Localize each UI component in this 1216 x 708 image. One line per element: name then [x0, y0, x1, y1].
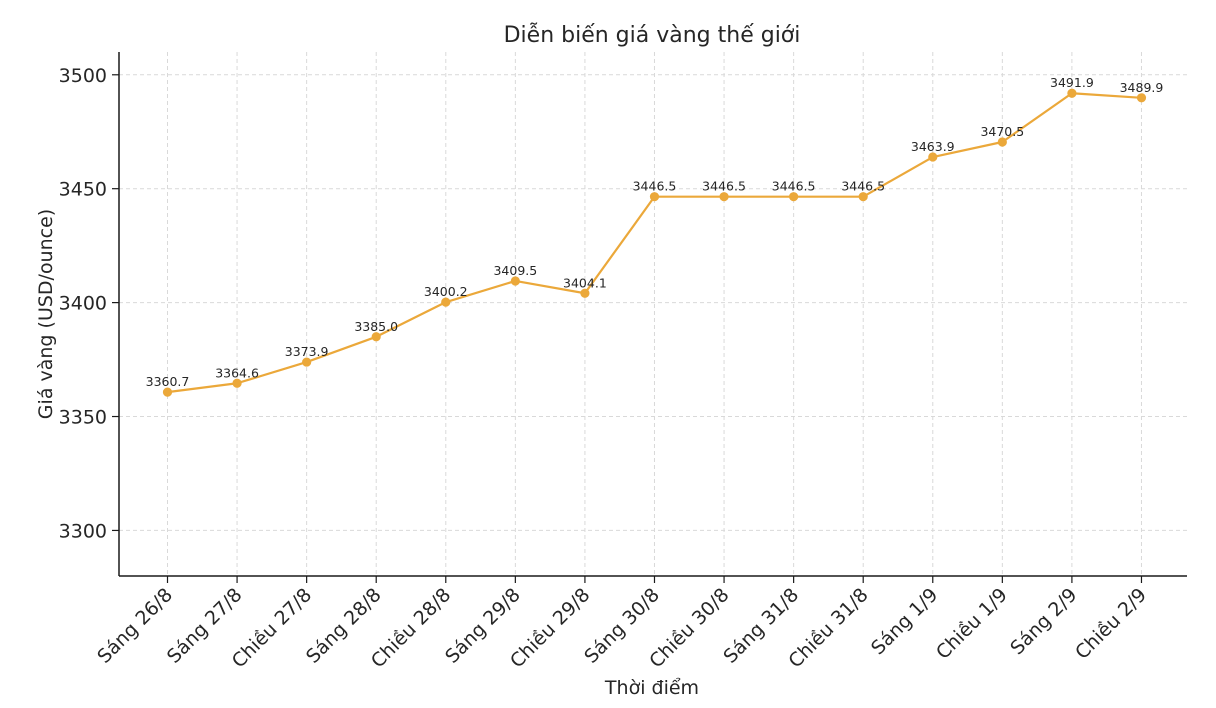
data-label: 3446.5	[633, 179, 677, 194]
data-labels: 3360.7 3364.6 3373.9 3385.0 3400.2 3409.5 3404…	[146, 75, 1164, 389]
data-point	[1067, 88, 1077, 98]
data-label: 3489.9	[1120, 80, 1164, 95]
x-tick-label: Chiều 1/9	[932, 584, 1012, 664]
chart-title: Diễn biến giá vàng thế giới	[504, 22, 801, 48]
data-label: 3400.2	[424, 284, 468, 299]
grid	[119, 52, 1187, 576]
data-label: 3373.9	[285, 344, 329, 359]
data-point	[162, 387, 173, 397]
data-label: 3446.5	[702, 179, 746, 194]
data-label: 3491.9	[1050, 75, 1094, 90]
data-label: 3404.1	[563, 275, 607, 290]
data-point	[858, 192, 868, 202]
data-label: 3446.5	[841, 179, 885, 194]
x-tick-label: Chiều 2/9	[1071, 584, 1151, 664]
data-point	[649, 192, 660, 202]
data-label: 3446.5	[772, 179, 816, 194]
data-point	[302, 357, 312, 367]
y-tick-label: 3300	[59, 520, 107, 542]
data-point	[928, 152, 938, 162]
data-label: 3364.6	[215, 365, 259, 380]
data-point	[441, 297, 451, 307]
y-tick-label: 3500	[59, 65, 107, 87]
y-tick-label: 3450	[59, 179, 107, 201]
data-label: 3409.5	[493, 263, 537, 278]
data-point	[1136, 93, 1147, 103]
data-point	[997, 137, 1007, 147]
x-axis-label: Thời điểm	[604, 677, 699, 699]
y-axis-label: Giá vàng (USD/ounce)	[35, 209, 57, 419]
y-tick-label: 3350	[59, 407, 107, 429]
y-axis-ticks: 3300 3350 3400 3450 3500	[59, 65, 119, 542]
series-layer	[162, 88, 1147, 397]
data-label: 3470.5	[980, 124, 1024, 139]
data-point	[371, 332, 381, 342]
data-label: 3360.7	[146, 374, 190, 389]
data-point	[580, 288, 590, 298]
data-label: 3463.9	[911, 139, 955, 154]
y-tick-label: 3400	[59, 293, 107, 315]
data-point	[719, 192, 729, 202]
data-point	[510, 276, 520, 286]
data-label: 3385.0	[354, 319, 398, 334]
data-point	[789, 192, 799, 202]
axes	[118, 52, 1187, 577]
data-point	[232, 378, 242, 388]
